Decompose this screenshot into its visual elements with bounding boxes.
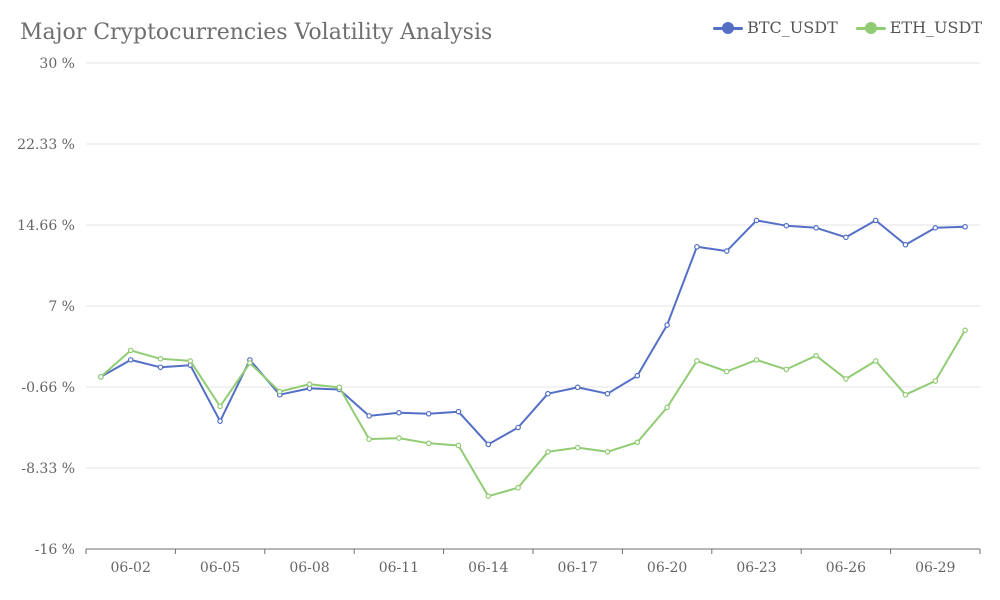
data-point[interactable] — [872, 358, 879, 364]
x-tick-label: 06-23 — [736, 560, 776, 576]
legend-label-eth: ETH_USDT — [889, 18, 982, 37]
y-tick-label: 22.33 % — [17, 137, 75, 153]
series-lines — [98, 217, 968, 499]
legend-item-eth[interactable]: ETH_USDT — [855, 18, 982, 37]
chart-legend: BTC_USDT ETH_USDT — [713, 18, 982, 37]
x-tick-label: 06-17 — [558, 560, 598, 576]
y-tick-label: 14.66 % — [17, 218, 75, 234]
x-tick-label: 06-11 — [379, 560, 419, 576]
chart-title: Major Cryptocurrencies Volatility Analys… — [20, 20, 493, 45]
data-point[interactable] — [485, 493, 492, 499]
data-point[interactable] — [932, 378, 939, 384]
legend-label-btc: BTC_USDT — [747, 18, 838, 37]
data-point[interactable] — [723, 248, 730, 254]
data-point[interactable] — [515, 484, 521, 491]
data-point[interactable] — [366, 436, 372, 442]
y-tick-label: 30 % — [39, 56, 75, 72]
data-point[interactable] — [515, 424, 521, 431]
series-btc-usdt — [98, 217, 968, 448]
x-tick-label: 06-02 — [111, 560, 151, 576]
data-point[interactable] — [962, 327, 968, 334]
data-point[interactable] — [127, 357, 134, 363]
grid-lines — [86, 62, 980, 469]
data-point[interactable] — [455, 408, 462, 415]
data-point[interactable] — [664, 404, 670, 411]
data-point[interactable] — [843, 376, 849, 382]
data-point[interactable] — [843, 234, 849, 241]
data-point[interactable] — [247, 360, 253, 366]
series-line — [100, 329, 966, 498]
data-point[interactable] — [604, 448, 611, 455]
data-point[interactable] — [545, 448, 551, 455]
x-axis: 06-02 06-05 06-08 06-11 06-14 06-17 06-20 06-23… — [85, 548, 981, 576]
legend-swatch-btc — [713, 21, 744, 35]
data-point[interactable] — [634, 439, 641, 446]
y-tick-label: 7 % — [48, 299, 75, 315]
x-tick-label: 06-29 — [915, 560, 955, 576]
data-point[interactable] — [217, 403, 223, 410]
y-tick-label: -8.33 % — [21, 461, 75, 477]
x-tick-label: 06-20 — [647, 560, 687, 576]
data-point[interactable] — [813, 225, 819, 231]
data-point[interactable] — [425, 440, 432, 447]
legend-item-btc[interactable]: BTC_USDT — [713, 18, 838, 37]
data-point[interactable] — [127, 347, 134, 354]
x-tick-label: 06-08 — [289, 560, 329, 576]
data-point[interactable] — [694, 358, 700, 364]
legend-swatch-eth — [855, 21, 886, 35]
data-point[interactable] — [157, 356, 164, 362]
data-point[interactable] — [276, 388, 283, 395]
data-point[interactable] — [664, 322, 670, 328]
data-point[interactable] — [396, 409, 402, 416]
data-point[interactable] — [545, 390, 551, 397]
y-tick-label: -0.66 % — [21, 380, 75, 396]
data-point[interactable] — [574, 384, 581, 391]
data-point[interactable] — [336, 384, 343, 391]
data-point[interactable] — [98, 373, 104, 380]
data-point[interactable] — [604, 390, 611, 397]
data-point[interactable] — [574, 444, 581, 451]
data-point[interactable] — [187, 358, 194, 364]
data-point[interactable] — [723, 368, 730, 375]
data-point[interactable] — [306, 381, 313, 387]
data-point[interactable] — [366, 413, 372, 419]
series-line — [100, 219, 966, 446]
y-axis-ticks: 30 % 22.33 % 14.66 % 7 % -0.66 % -8.33 % -16 % — [17, 56, 75, 558]
x-tick-label: 06-26 — [826, 560, 866, 576]
data-point[interactable] — [902, 391, 909, 398]
data-point[interactable] — [962, 223, 968, 230]
data-point[interactable] — [872, 217, 879, 224]
data-point[interactable] — [455, 442, 462, 449]
data-point[interactable] — [932, 225, 939, 231]
data-point[interactable] — [813, 352, 819, 359]
data-point[interactable] — [783, 222, 790, 229]
x-tick-label: 06-05 — [200, 560, 240, 576]
data-point[interactable] — [753, 217, 760, 224]
data-point[interactable] — [783, 366, 790, 373]
data-point[interactable] — [634, 372, 641, 379]
series-eth-usdt — [98, 327, 968, 499]
y-tick-label: -16 % — [35, 542, 75, 558]
data-point[interactable] — [694, 244, 700, 250]
x-tick-label: 06-14 — [468, 560, 508, 576]
data-point[interactable] — [157, 364, 164, 371]
data-point[interactable] — [485, 441, 492, 448]
data-point[interactable] — [902, 241, 909, 248]
data-point[interactable] — [425, 410, 432, 417]
data-point[interactable] — [217, 418, 223, 424]
data-point[interactable] — [753, 357, 760, 363]
data-point[interactable] — [396, 435, 402, 441]
